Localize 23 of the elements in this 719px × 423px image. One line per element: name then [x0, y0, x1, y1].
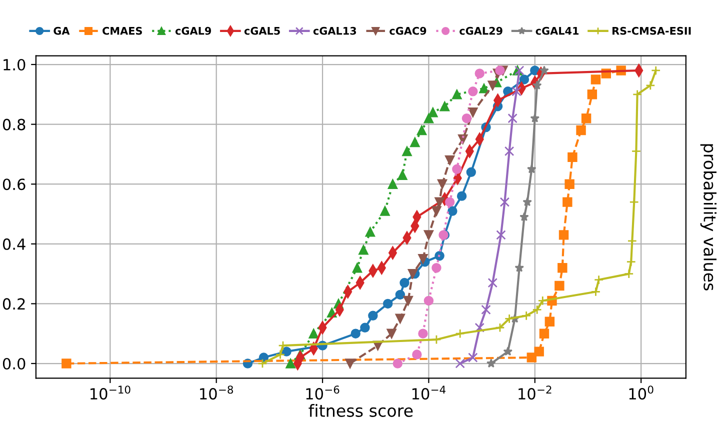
legend-label: cGAL5 [244, 26, 280, 35]
legend-label: cGAL29 [460, 26, 502, 35]
y-tick-label: 0.8 [2, 118, 26, 130]
x-tick-label: 10$^{−8}$ [200, 386, 234, 400]
x-tick-label: 10$^{−6}$ [306, 386, 340, 400]
legend-label: cGAC9 [390, 26, 426, 35]
legend-label: cGAL13 [313, 26, 356, 35]
legend-label: RS-CMSA-ESII [612, 26, 691, 35]
x-tick-label: 10$^{−4}$ [412, 386, 446, 400]
y-tick-label: 0.4 [2, 238, 26, 250]
y-tick-label: 0.0 [2, 358, 26, 370]
y-tick-label: 0.2 [2, 298, 25, 310]
y-tick-label: 0.6 [2, 178, 26, 190]
x-tick-label: 10$^{−2}$ [518, 386, 552, 400]
y-tick-label: 1.0 [4, 58, 26, 71]
x-tick-label: 10$^{0}$ [629, 386, 654, 400]
x-tick-label: 10$^{−10}$ [90, 386, 130, 400]
legend-label: cGAL41 [536, 26, 579, 35]
legend-label: CMAES [102, 26, 142, 35]
legend-label: cGAL9 [175, 26, 212, 35]
x-axis-title: fitness score [308, 404, 413, 417]
y-axis-title: probability values [700, 144, 716, 290]
legend-label: GA [54, 26, 70, 35]
